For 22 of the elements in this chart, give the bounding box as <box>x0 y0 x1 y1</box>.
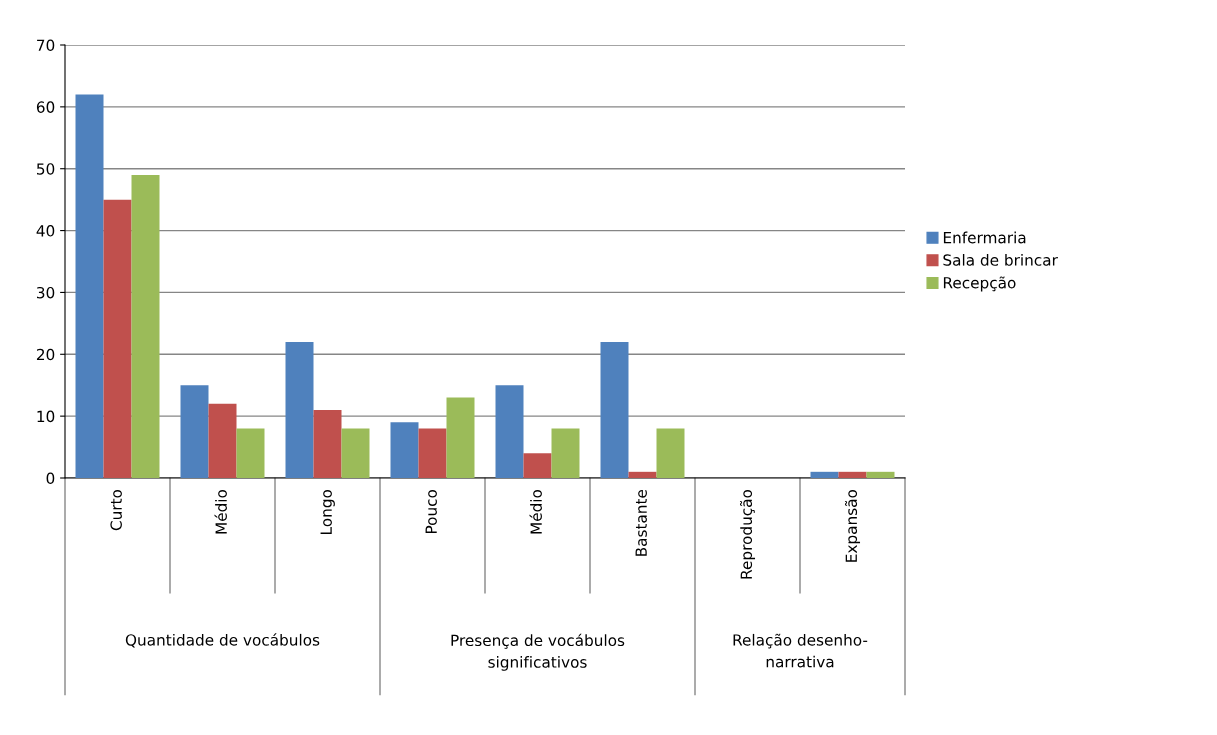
y-tick-label: 50 <box>37 163 55 175</box>
y-tick-label: 70 <box>37 39 55 52</box>
x-tick-label: Bastante <box>635 489 647 556</box>
x-tick-label: Médio <box>214 489 227 534</box>
y-tick-label: 60 <box>36 101 55 113</box>
x-tick-label: Reprodução <box>739 489 756 579</box>
x-tick-label: Longo <box>320 489 335 534</box>
y-tick-label: 10 <box>37 410 55 423</box>
x-tick-label: Médio <box>529 489 542 534</box>
legend-label: Recepção <box>943 276 1016 292</box>
legend-label: Sala de brincar <box>943 253 1058 266</box>
text: Relação desenho- narrativa <box>733 633 868 668</box>
text: Presença de vocábulos significativos <box>451 633 625 671</box>
y-tick-label: 20 <box>36 348 55 361</box>
x-tick-label: Expansão <box>844 489 861 562</box>
x-tick-label: Pouco <box>425 489 437 534</box>
y-tick-label: 40 <box>36 225 55 237</box>
x-tick-label: Curto <box>110 489 122 531</box>
y-tick-label: 0 <box>46 472 55 485</box>
legend-label: Enfermaria <box>943 231 1026 244</box>
text: Quantidade de vocábulos <box>125 633 320 648</box>
y-tick-label: 30 <box>37 286 55 299</box>
